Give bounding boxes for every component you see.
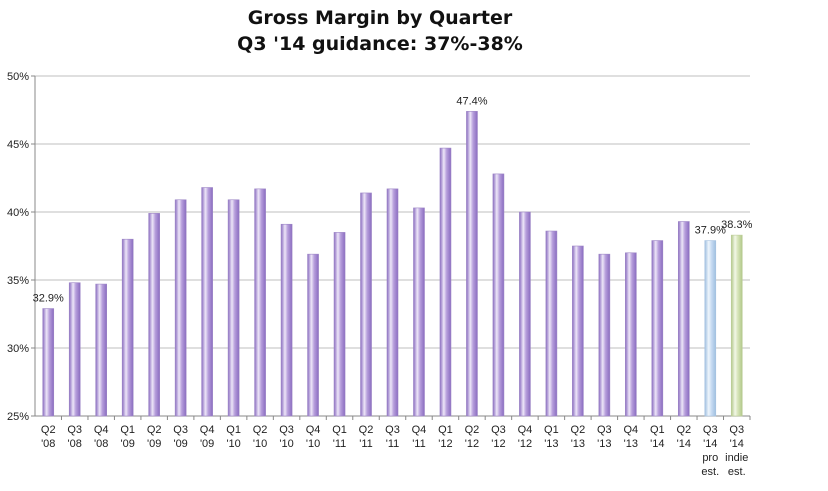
x-tick-label: '10 (226, 438, 240, 450)
chart-title: Gross Margin by Quarter (247, 7, 513, 29)
bar (201, 187, 213, 417)
x-tick-label: Q2 (253, 424, 268, 436)
bar (280, 223, 293, 417)
x-tick-label: '12 (518, 438, 532, 450)
bar (466, 111, 478, 417)
x-tick-label: Q3 (703, 424, 718, 436)
x-tick-label: '12 (465, 438, 479, 450)
x-tick-label: Q4 (518, 424, 533, 436)
bar (121, 238, 134, 417)
x-tick-label: '10 (253, 438, 267, 450)
x-tick-label: Q3 (491, 424, 506, 436)
bar (677, 221, 690, 417)
bar (704, 240, 717, 417)
bar (545, 230, 558, 417)
x-tick-label: '10 (306, 438, 320, 450)
x-tick-label: Q1 (544, 424, 559, 436)
y-tick-label: 40% (7, 207, 29, 219)
x-tick-label: Q4 (412, 424, 427, 436)
x-tick-label: '09 (121, 438, 135, 450)
bar (386, 188, 399, 417)
x-tick-label: '08 (68, 438, 82, 450)
bar (42, 308, 55, 417)
bar (519, 211, 531, 417)
x-tick-label: '11 (412, 438, 426, 450)
x-tick-label: Q2 (676, 424, 691, 436)
bar (174, 199, 187, 417)
x-tick-label: '13 (571, 438, 585, 450)
x-tick-label: Q1 (650, 424, 665, 436)
bar (413, 207, 425, 417)
x-tick-label: Q1 (226, 424, 241, 436)
x-tick-label: Q3 (279, 424, 294, 436)
x-tick-label: '09 (173, 438, 187, 450)
bar (651, 240, 664, 417)
x-tick-label: Q4 (623, 424, 638, 436)
x-tick-label: '14 (703, 438, 717, 450)
x-tick-label: '10 (279, 438, 293, 450)
x-tick-label: '09 (200, 438, 214, 450)
x-tick-label: '11 (359, 438, 373, 450)
x-tick-label: Q3 (67, 424, 82, 436)
data-label: 32.9% (33, 293, 64, 305)
x-tick-label: '09 (147, 438, 161, 450)
x-tick-label: '13 (624, 438, 638, 450)
x-tick-label: '14 (650, 438, 664, 450)
x-tick-label: Q3 (597, 424, 612, 436)
chart-subtitle: Q3 '14 guidance: 37%-38% (237, 33, 523, 55)
x-tick-label: Q1 (332, 424, 347, 436)
bar (333, 232, 346, 417)
x-tick-label: '13 (597, 438, 611, 450)
bar (68, 282, 81, 417)
x-tick-label: pro (702, 452, 718, 464)
bar (95, 283, 108, 417)
x-tick-label: est. (728, 466, 746, 478)
x-tick-label: Q2 (465, 424, 480, 436)
bar (730, 234, 743, 417)
x-tick-label: Q3 (173, 424, 188, 436)
x-tick-label: Q3 (385, 424, 400, 436)
x-tick-label: est. (701, 466, 719, 478)
x-tick-label: '08 (94, 438, 108, 450)
x-tick-label: Q2 (571, 424, 586, 436)
x-tick-label: '13 (544, 438, 558, 450)
y-tick-label: 50% (7, 71, 29, 83)
bar (360, 192, 372, 417)
x-tick-label: Q1 (438, 424, 453, 436)
x-tick-label: Q2 (147, 424, 162, 436)
bar (572, 245, 584, 417)
x-tick-label: Q1 (120, 424, 135, 436)
x-tick-label: Q2 (41, 424, 56, 436)
x-tick-label: '08 (41, 438, 55, 450)
y-tick-label: 35% (7, 275, 29, 287)
x-tick-label: '14 (730, 438, 744, 450)
x-tick-label: '14 (677, 438, 691, 450)
bar (625, 252, 637, 417)
x-tick-label: Q4 (306, 424, 321, 436)
bar (148, 213, 160, 417)
x-tick-label: Q3 (729, 424, 744, 436)
data-label: 38.3% (721, 219, 752, 231)
y-tick-label: 45% (7, 139, 29, 151)
data-label: 47.4% (456, 95, 487, 107)
bar (492, 173, 505, 417)
bar (598, 253, 611, 417)
bar (307, 253, 319, 417)
bar (254, 188, 266, 417)
x-tick-label: '11 (386, 438, 400, 450)
x-tick-label: '11 (333, 438, 347, 450)
bar (439, 147, 452, 417)
x-tick-label: '12 (438, 438, 452, 450)
bar (227, 199, 240, 417)
x-tick-label: Q4 (200, 424, 215, 436)
x-tick-label: indie (725, 452, 748, 464)
x-tick-label: Q4 (94, 424, 109, 436)
x-tick-label: Q2 (359, 424, 374, 436)
y-tick-label: 30% (7, 343, 29, 355)
y-tick-label: 25% (7, 411, 29, 423)
x-tick-label: '12 (491, 438, 505, 450)
data-label: 37.9% (695, 225, 726, 237)
